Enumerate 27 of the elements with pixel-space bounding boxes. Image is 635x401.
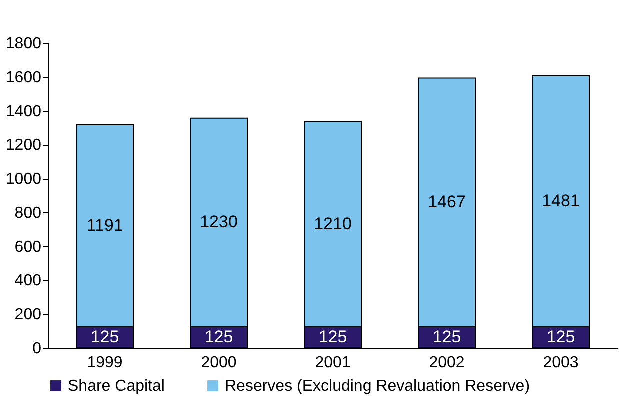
data-label: 1467	[428, 192, 466, 212]
x-tick-label: 2003	[543, 354, 579, 372]
data-label: 125	[318, 327, 348, 346]
x-tick-label: 2000	[201, 354, 237, 372]
x-tick-label: 2001	[315, 354, 351, 372]
data-label: 125	[204, 327, 234, 346]
x-tick-label: 1999	[87, 354, 123, 372]
y-tick-label: 1800	[6, 36, 42, 52]
data-label: 125	[546, 327, 576, 346]
data-label: 1230	[200, 212, 238, 232]
y-tick-label: 1600	[6, 69, 42, 86]
y-tick-label: 1000	[6, 171, 42, 188]
y-tick-label: 1400	[6, 103, 42, 120]
legend-label: Reserves (Excluding Revaluation Reserve)	[225, 378, 530, 395]
y-tick-label: 600	[14, 238, 42, 256]
data-label: 1210	[314, 214, 352, 234]
legend-label: Share Capital	[68, 378, 165, 395]
data-label: 125	[90, 327, 120, 346]
y-tick-label: 0	[32, 340, 42, 358]
data-label: 125	[432, 327, 462, 346]
y-tick-label: 200	[14, 306, 42, 324]
y-tick-label: 400	[14, 272, 42, 290]
data-label: 1481	[542, 191, 580, 210]
data-label: 1191	[86, 216, 124, 235]
x-tick-label: 2002	[429, 354, 465, 372]
y-tick-label: 1200	[6, 137, 42, 154]
y-tick-label: 800	[14, 204, 42, 222]
